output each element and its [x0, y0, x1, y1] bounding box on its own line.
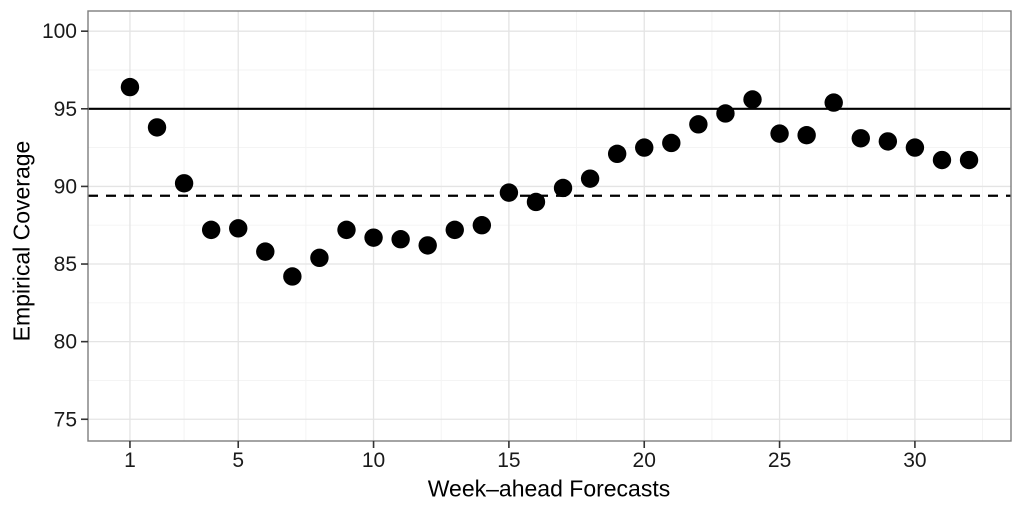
data-point — [310, 248, 329, 268]
data-point — [147, 118, 167, 137]
y-tick-label: 75 — [54, 408, 77, 431]
data-point — [499, 183, 519, 202]
x-tick-label: 25 — [768, 449, 791, 472]
data-point — [635, 138, 654, 157]
data-point — [824, 93, 843, 112]
data-point — [689, 115, 708, 134]
data-point — [553, 178, 573, 198]
data-point — [229, 219, 248, 238]
data-point — [959, 150, 979, 170]
data-point — [580, 169, 600, 188]
data-point — [797, 125, 816, 145]
data-point — [743, 90, 762, 109]
y-tick-label: 100 — [42, 20, 77, 43]
data-point — [120, 77, 140, 97]
x-tick-label: 20 — [633, 449, 656, 472]
panel-border — [87, 10, 1012, 442]
y-tick-label: 85 — [54, 253, 77, 276]
x-axis-title: Week–ahead Forecasts — [427, 475, 671, 502]
data-point — [337, 220, 356, 240]
data-point — [201, 220, 221, 240]
data-point — [174, 174, 194, 193]
y-tick-label: 90 — [54, 175, 77, 198]
x-tick-label: 15 — [497, 449, 520, 472]
data-point — [716, 104, 735, 123]
y-axis-title: Empirical Coverage — [8, 140, 35, 342]
data-point — [932, 150, 952, 170]
y-tick-label: 80 — [54, 331, 77, 354]
data-point — [256, 242, 275, 261]
x-tick-label: 30 — [903, 449, 926, 472]
x-tick-label: 5 — [232, 449, 244, 472]
data-point — [851, 129, 870, 148]
data-point — [607, 144, 627, 164]
x-tick-label: 1 — [124, 449, 136, 472]
data-point — [283, 267, 302, 286]
data-point — [391, 229, 410, 249]
data-point — [418, 236, 437, 255]
data-point — [364, 228, 383, 247]
data-point — [526, 192, 546, 212]
data-point — [878, 132, 898, 151]
panel-background — [88, 11, 1011, 441]
data-point — [662, 133, 681, 153]
data-point — [905, 138, 925, 157]
data-point — [472, 216, 492, 235]
data-point — [770, 124, 789, 143]
data-point — [445, 220, 464, 240]
y-tick-label: 95 — [54, 98, 77, 121]
x-tick-label: 10 — [362, 449, 385, 472]
